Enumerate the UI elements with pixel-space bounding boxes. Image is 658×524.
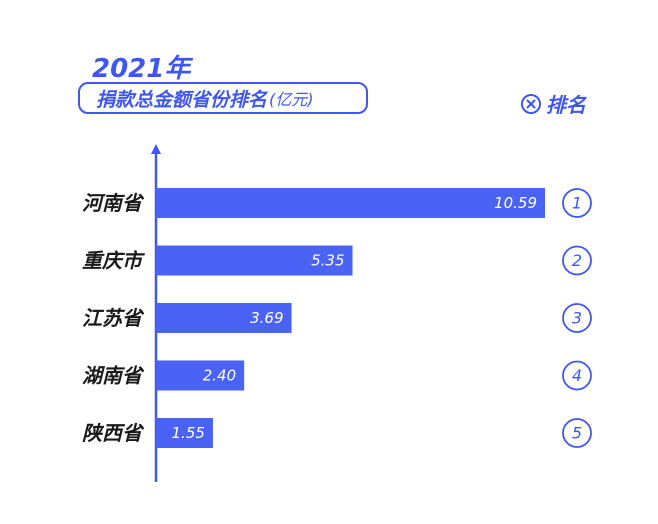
legend-label: 排名: [546, 93, 586, 117]
legend: 排名: [520, 89, 586, 118]
category-label: 重庆市: [82, 249, 145, 273]
category-label: 江苏省: [82, 306, 145, 330]
rank-badge: [562, 303, 592, 333]
bar: [156, 303, 292, 333]
chart-title-box: 捐款总金额省份排名 (亿元): [78, 82, 368, 114]
category-label: 河南省: [82, 191, 145, 215]
data-label: 2.40: [203, 367, 236, 385]
data-label: 3.69: [250, 309, 283, 327]
rank-number: 1: [572, 194, 582, 213]
bar: [156, 245, 353, 276]
rank-badge: [562, 245, 592, 276]
unit-label: (亿元): [269, 90, 314, 109]
bar: [156, 418, 213, 448]
rank-badge: [562, 418, 592, 448]
year-label: 2021年: [92, 54, 191, 84]
data-label: 1.55: [172, 424, 205, 442]
data-label: 10.59: [494, 194, 537, 212]
bar: [156, 188, 545, 218]
x-circle-icon: [521, 93, 541, 114]
rank-number: 3: [572, 309, 582, 328]
rank-number: 5: [572, 424, 582, 443]
chart-title: 捐款总金额省份排名: [96, 88, 268, 111]
y-axis-arrow: [151, 144, 161, 154]
rank-number: 2: [572, 251, 582, 270]
category-label: 陕西省: [82, 421, 145, 445]
category-label: 湖南省: [82, 364, 145, 388]
bar: [156, 360, 245, 391]
rank-badge: [562, 188, 592, 218]
rank-badge: [562, 360, 592, 391]
rank-number: 4: [572, 366, 582, 385]
data-label: 5.35: [311, 252, 344, 270]
